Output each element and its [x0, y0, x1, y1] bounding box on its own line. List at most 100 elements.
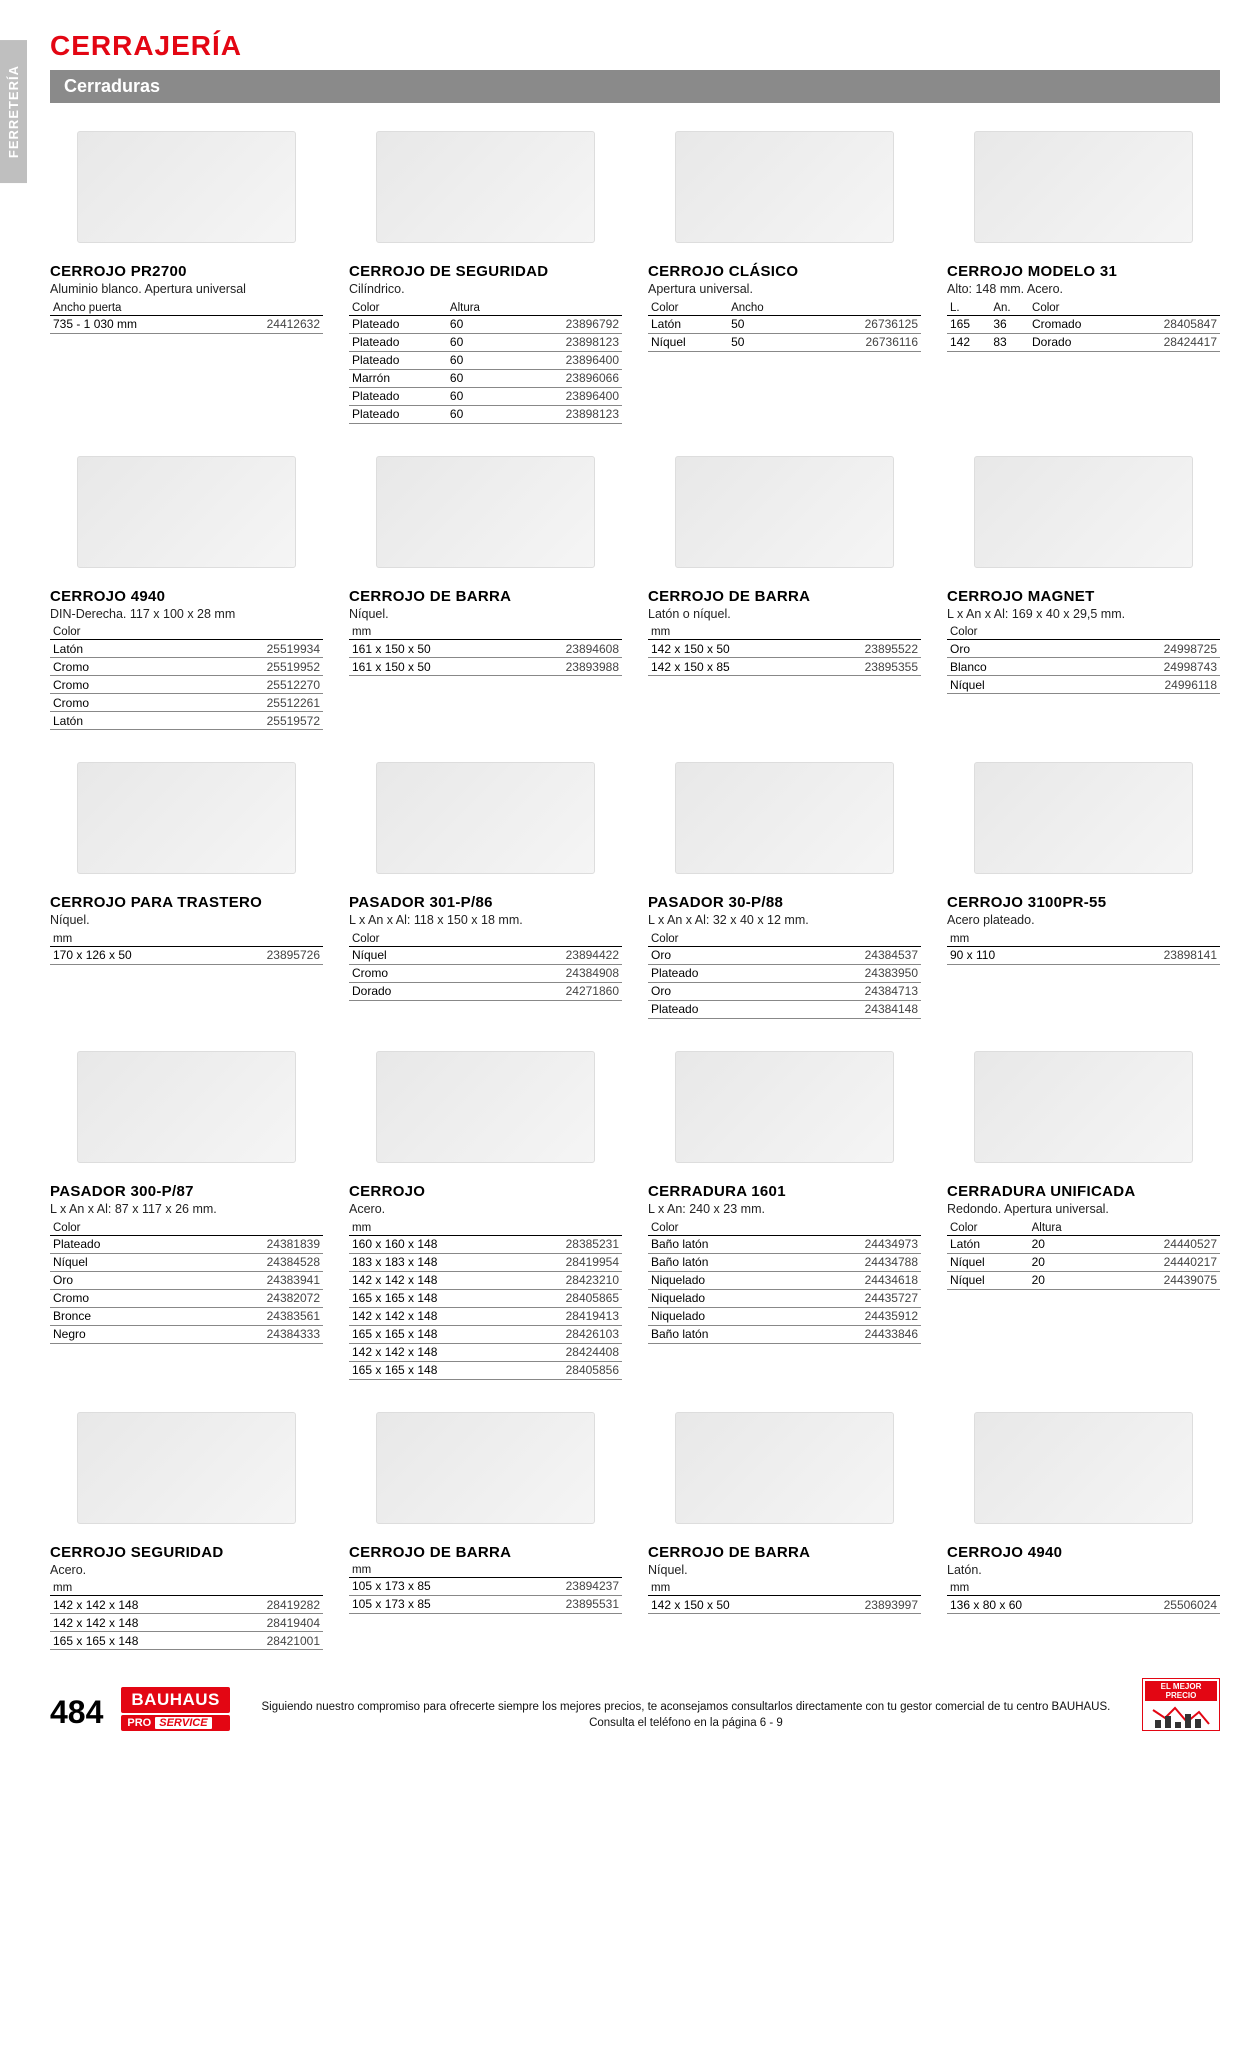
- table-header: [789, 1221, 921, 1236]
- table-cell: 24383561: [179, 1307, 323, 1325]
- variant-table: ColorNíquel23894422Cromo24384908Dorado24…: [349, 932, 622, 1001]
- table-row: 142 x 150 x 5023893997: [648, 1596, 921, 1614]
- product-image: [947, 442, 1220, 582]
- table-row: 16536Cromado28405847: [947, 315, 1220, 333]
- table-row: 160 x 160 x 14828385231: [349, 1235, 622, 1253]
- table-cell: 24440217: [1101, 1253, 1220, 1271]
- table-cell: 170 x 126 x 50: [50, 946, 211, 964]
- product-image: [50, 1398, 323, 1538]
- table-cell: 83: [990, 333, 1029, 351]
- table-cell: 60: [447, 351, 513, 369]
- table-header: Color: [947, 625, 1061, 640]
- table-row: 142 x 142 x 14828423210: [349, 1271, 622, 1289]
- table-cell: Plateado: [50, 1235, 179, 1253]
- product-card: PASADOR 300-P/87L x An x Al: 87 x 117 x …: [50, 1037, 323, 1380]
- product-image: [349, 117, 622, 257]
- table-row: 142 x 142 x 14828419282: [50, 1596, 323, 1614]
- table-cell: 24384333: [179, 1325, 323, 1343]
- table-header: mm: [349, 1563, 510, 1578]
- table-row: Baño latón24434973: [648, 1235, 921, 1253]
- table-cell: 28419404: [215, 1614, 323, 1632]
- table-header: [163, 625, 323, 640]
- table-row: Cromo25512270: [50, 676, 323, 694]
- table-row: 165 x 165 x 14828405865: [349, 1289, 622, 1307]
- table-cell: Níquel: [349, 946, 467, 964]
- table-header: Ancho puerta: [50, 301, 215, 316]
- table-row: Níquel23894422: [349, 946, 622, 964]
- catalog-page: FERRETERÍA CERRAJERÍA Cerraduras CERROJO…: [0, 0, 1250, 1741]
- table-header: [467, 932, 622, 947]
- table-row: 136 x 80 x 6025506024: [947, 1596, 1220, 1614]
- product-card: CERROJO SEGURIDADAcero.mm142 x 142 x 148…: [50, 1398, 323, 1651]
- product-card: CERROJO 4940Latón.mm136 x 80 x 602550602…: [947, 1398, 1220, 1651]
- product-description: L x An x Al: 32 x 40 x 12 mm.: [648, 913, 921, 929]
- image-placeholder: [77, 1412, 295, 1524]
- product-title: CERRADURA 1601: [648, 1183, 921, 1200]
- table-header: mm: [648, 625, 809, 640]
- product-card: CERROJO DE SEGURIDADCilíndrico.ColorAltu…: [349, 117, 622, 424]
- product-title: CERROJO 4940: [50, 588, 323, 605]
- table-row: Baño latón24433846: [648, 1325, 921, 1343]
- table-cell: Cromo: [50, 676, 163, 694]
- product-card: CERROJO DE BARRANíquel.mm142 x 150 x 502…: [648, 1398, 921, 1651]
- table-cell: 23893997: [809, 1596, 922, 1614]
- pro-text: PRO: [127, 1717, 151, 1729]
- variant-table: mm142 x 142 x 14828419282142 x 142 x 148…: [50, 1581, 323, 1650]
- product-card: CERROJO DE BARRANíquel.mm161 x 150 x 502…: [349, 442, 622, 731]
- table-cell: 165 x 165 x 148: [349, 1325, 514, 1343]
- table-cell: 25512261: [163, 694, 323, 712]
- best-price-badge: EL MEJOR PRECIO: [1142, 1678, 1220, 1731]
- table-cell: 142 x 142 x 148: [50, 1596, 215, 1614]
- table-cell: 24383941: [179, 1271, 323, 1289]
- product-image: [50, 117, 323, 257]
- image-placeholder: [77, 1051, 295, 1163]
- product-image: [50, 442, 323, 582]
- product-card: CERROJOAcero.mm160 x 160 x 1482838523118…: [349, 1037, 622, 1380]
- variant-table: ColorOro24998725Blanco24998743Níquel2499…: [947, 625, 1220, 694]
- table-header: [514, 1221, 622, 1236]
- image-placeholder: [974, 131, 1192, 243]
- table-cell: 165 x 165 x 148: [50, 1632, 215, 1650]
- table-cell: 142 x 142 x 148: [349, 1343, 514, 1361]
- table-header: mm: [947, 1581, 1102, 1596]
- product-image: [349, 442, 622, 582]
- product-description: Níquel.: [50, 913, 323, 929]
- table-header: mm: [349, 1221, 514, 1236]
- table-row: Latón5026736125: [648, 315, 921, 333]
- table-header: [215, 301, 324, 316]
- image-placeholder: [675, 1412, 893, 1524]
- product-image: [50, 1037, 323, 1177]
- table-row: Níquel5026736116: [648, 333, 921, 351]
- table-header: mm: [648, 1581, 809, 1596]
- table-cell: 142 x 142 x 148: [349, 1271, 514, 1289]
- table-cell: Niquelado: [648, 1289, 789, 1307]
- table-row: 735 - 1 030 mm24412632: [50, 315, 323, 333]
- variant-table: ColorAnchoLatón5026736125Níquel502673611…: [648, 301, 921, 352]
- table-cell: 25506024: [1102, 1596, 1220, 1614]
- product-title: CERROJO DE SEGURIDAD: [349, 263, 622, 280]
- table-cell: Bronce: [50, 1307, 179, 1325]
- table-row: 161 x 150 x 5023893988: [349, 658, 622, 676]
- product-description: L x An x Al: 169 x 40 x 29,5 mm.: [947, 607, 1220, 623]
- table-cell: 60: [447, 405, 513, 423]
- table-cell: 24381839: [179, 1235, 323, 1253]
- side-category-tab: FERRETERÍA: [0, 40, 27, 183]
- table-cell: 24384908: [467, 964, 622, 982]
- table-cell: Cromo: [50, 1289, 179, 1307]
- table-row: Bronce24383561: [50, 1307, 323, 1325]
- table-row: Latón25519572: [50, 712, 323, 730]
- table-cell: 23898123: [513, 405, 622, 423]
- table-cell: Oro: [648, 946, 777, 964]
- table-cell: 23898123: [513, 333, 622, 351]
- product-image: [648, 748, 921, 888]
- product-description: Acero.: [50, 1563, 323, 1579]
- table-cell: Plateado: [648, 964, 777, 982]
- image-placeholder: [77, 762, 295, 874]
- table-cell: 25512270: [163, 676, 323, 694]
- table-cell: 24998725: [1061, 640, 1220, 658]
- table-row: Niquelado24435912: [648, 1307, 921, 1325]
- table-row: 142 x 142 x 14828419404: [50, 1614, 323, 1632]
- table-header: [809, 625, 922, 640]
- table-cell: Baño latón: [648, 1235, 789, 1253]
- product-card: CERRADURA UNIFICADARedondo. Apertura uni…: [947, 1037, 1220, 1380]
